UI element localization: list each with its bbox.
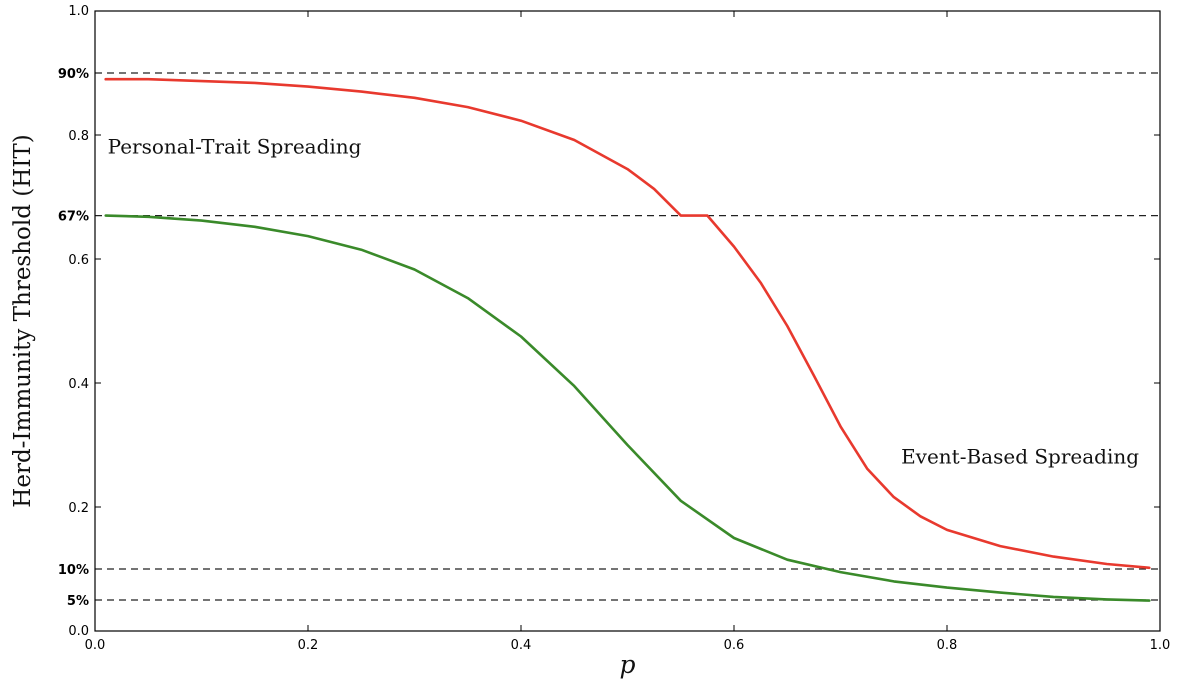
series-line [104,77,1151,570]
y-tick-label: 0.8 [68,129,89,144]
series-annotation: Event-Based Spreading [901,445,1139,469]
axis-labels: 90% 67% 10% 5% 0.0 0.2 0.4 0.6 0.8 1.0 0.0 0.2 0.4 0.… [58,4,1170,653]
x-tick-label: 0.0 [85,638,106,653]
reference-label: 90% [58,67,89,82]
series-layer [104,77,1151,602]
reference-label: 10% [58,563,89,578]
reference-lines [95,72,1160,601]
axis-ticks [94,10,1161,632]
plot-frame [94,10,1161,632]
x-tick-label: 0.8 [937,638,958,653]
x-tick-label: 0.2 [298,638,319,653]
y-axis-title: Herd-Immunity Threshold (HIT) [10,134,36,507]
reference-label: 67% [58,210,89,225]
series-annotation: Personal-Trait Spreading [108,135,362,159]
x-tick-label: 0.6 [724,638,745,653]
y-tick-label: 0.0 [68,624,89,639]
annotations: Personal-Trait Spreading Event-Based Spre… [108,135,1140,469]
y-tick-label: 0.2 [68,501,89,516]
y-tick-label: 0.4 [68,377,89,392]
series-line [104,214,1151,602]
x-tick-label: 1.0 [1150,638,1171,653]
x-axis-title: p [619,650,635,679]
reference-label: 5% [67,594,89,609]
x-tick-label: 0.4 [511,638,532,653]
y-tick-label: 1.0 [68,4,89,19]
y-tick-label: 0.6 [68,253,89,268]
